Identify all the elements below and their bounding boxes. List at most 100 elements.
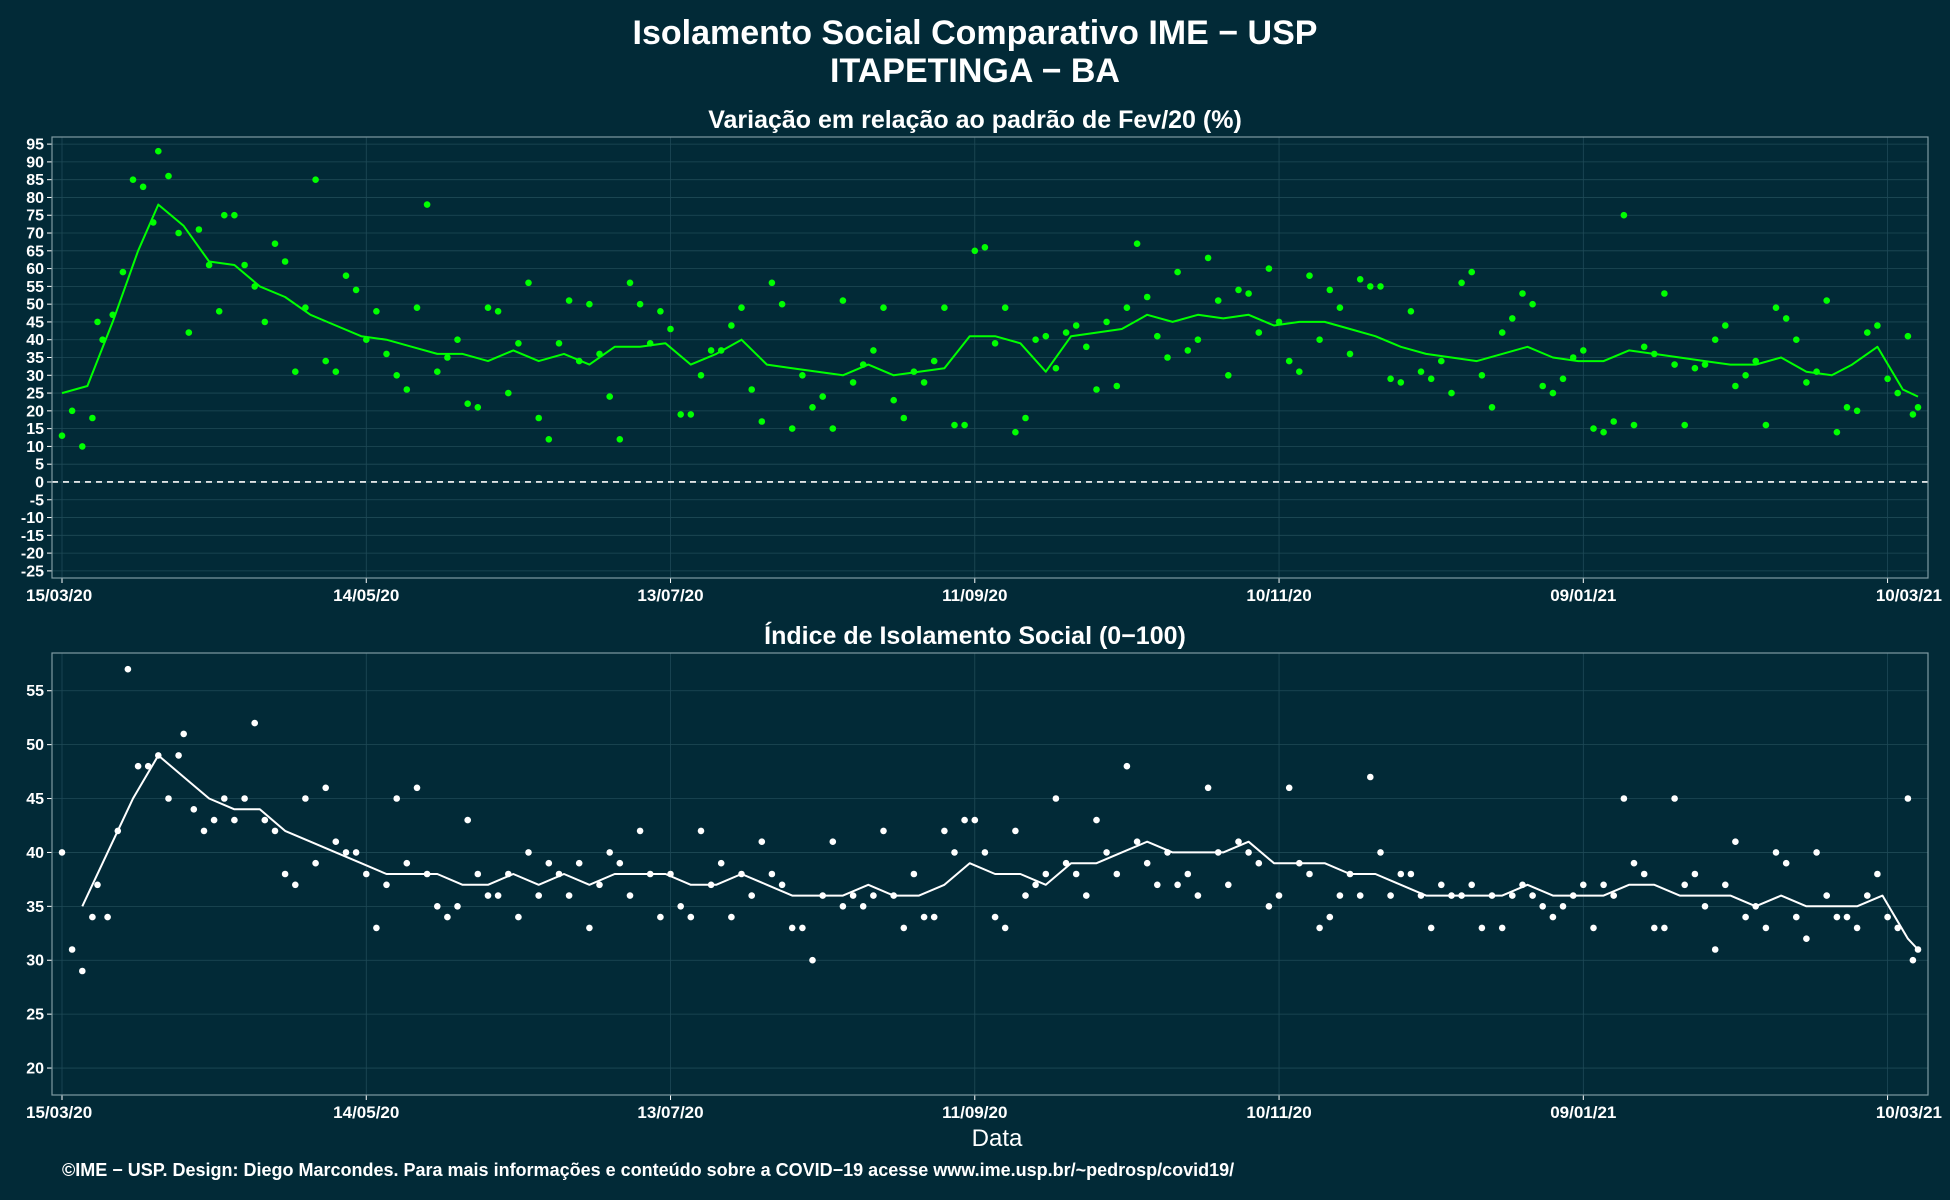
data-point [1438, 881, 1445, 889]
data-point [1225, 372, 1232, 379]
data-point [144, 762, 152, 770]
data-point [231, 211, 238, 219]
data-point [738, 304, 745, 312]
data-point [1509, 315, 1516, 322]
data-point [200, 827, 208, 835]
data-point [1285, 784, 1293, 792]
data-point [839, 903, 847, 910]
data-point [575, 357, 583, 365]
data-point [1711, 336, 1719, 344]
data-point [215, 308, 223, 315]
data-point [728, 322, 735, 329]
data-point [646, 340, 654, 347]
data-point [1691, 870, 1699, 878]
data-point [941, 827, 948, 835]
data-point [1752, 903, 1759, 910]
data-point [155, 752, 162, 759]
data-point [910, 368, 918, 376]
data-point [1123, 762, 1131, 770]
data-point [58, 849, 66, 856]
data-point [1042, 332, 1050, 340]
data-point [1113, 870, 1121, 878]
data-point [94, 881, 101, 889]
data-point [1235, 286, 1242, 294]
panel-2-x-axis: 15/03/20 14/05/20 13/07/20 11/09/20 10/11/20… [26, 1095, 1942, 1122]
data-point [1052, 795, 1060, 802]
x-tick-label: 10/11/20 [1246, 1103, 1311, 1122]
data-point [1316, 336, 1323, 344]
data-point [859, 361, 867, 368]
data-point [535, 892, 542, 899]
data-point [1265, 265, 1273, 272]
data-point [819, 393, 826, 400]
data-point [1894, 924, 1901, 932]
data-point [1823, 892, 1830, 899]
data-point [1072, 870, 1080, 878]
data-point [1022, 414, 1029, 422]
data-point [981, 244, 989, 251]
data-point [1032, 336, 1039, 344]
data-point [758, 838, 766, 845]
data-point [68, 407, 76, 415]
y-tick-label: 60 [26, 261, 44, 278]
data-point [1062, 329, 1070, 336]
data-point [768, 870, 776, 878]
data-point [1884, 375, 1891, 383]
data-point [221, 795, 228, 802]
y-tick-label: 40 [26, 845, 44, 862]
moving-average-line [61, 203, 1919, 398]
data-point [1397, 379, 1405, 386]
data-point [1194, 892, 1202, 899]
x-tick-label: 13/07/20 [637, 586, 703, 605]
data-point [251, 283, 258, 290]
data-point [119, 268, 127, 276]
data-point [707, 347, 715, 354]
data-point [819, 892, 826, 899]
data-point [185, 329, 193, 336]
data-point [991, 913, 999, 921]
data-point [1640, 343, 1648, 351]
data-point [1549, 389, 1557, 397]
data-point [124, 665, 132, 673]
data-point [1133, 240, 1141, 247]
data-point [292, 881, 299, 889]
data-point [1164, 849, 1171, 856]
data-point [423, 870, 431, 878]
data-point [565, 297, 573, 304]
data-point [1793, 913, 1800, 921]
data-point [1600, 428, 1607, 436]
data-point [1012, 428, 1019, 436]
data-point [1245, 849, 1252, 856]
data-point [1468, 268, 1475, 276]
data-point [1164, 354, 1171, 361]
data-point [332, 838, 340, 845]
data-point [1620, 211, 1628, 219]
figure-title: Isolamento Social Comparativo IME − USP [633, 14, 1318, 52]
data-point [79, 443, 86, 450]
data-point [951, 849, 958, 856]
data-point [1336, 304, 1344, 312]
data-point [890, 396, 897, 404]
data-point [1427, 375, 1435, 383]
data-point [1519, 290, 1526, 297]
data-point [352, 286, 360, 294]
panel-2-title: Índice de Isolamento Social (0−100) [764, 621, 1186, 650]
y-tick-label: -5 [30, 492, 44, 509]
data-point [930, 357, 938, 365]
data-point [1113, 382, 1121, 390]
x-tick-label: 15/03/20 [26, 1103, 92, 1122]
data-point [1782, 859, 1790, 867]
panel-1-x-axis: 15/03/20 14/05/20 13/07/20 11/09/20 10/11/20… [26, 578, 1942, 605]
data-point [1204, 254, 1212, 262]
data-point [1235, 838, 1242, 845]
panel-2-y-axis: 20 25 30 35 40 45 50 55 [26, 683, 52, 1078]
y-tick-label: 25 [26, 1007, 44, 1024]
data-point [748, 892, 755, 899]
data-point [1184, 347, 1192, 354]
data-point [616, 859, 624, 867]
data-point [403, 386, 411, 393]
y-tick-label: 5 [35, 457, 44, 474]
data-point [1012, 827, 1019, 835]
data-point [89, 414, 96, 422]
figure-caption: ©IME − USP. Design: Diego Marcondes. Par… [62, 1160, 1234, 1180]
